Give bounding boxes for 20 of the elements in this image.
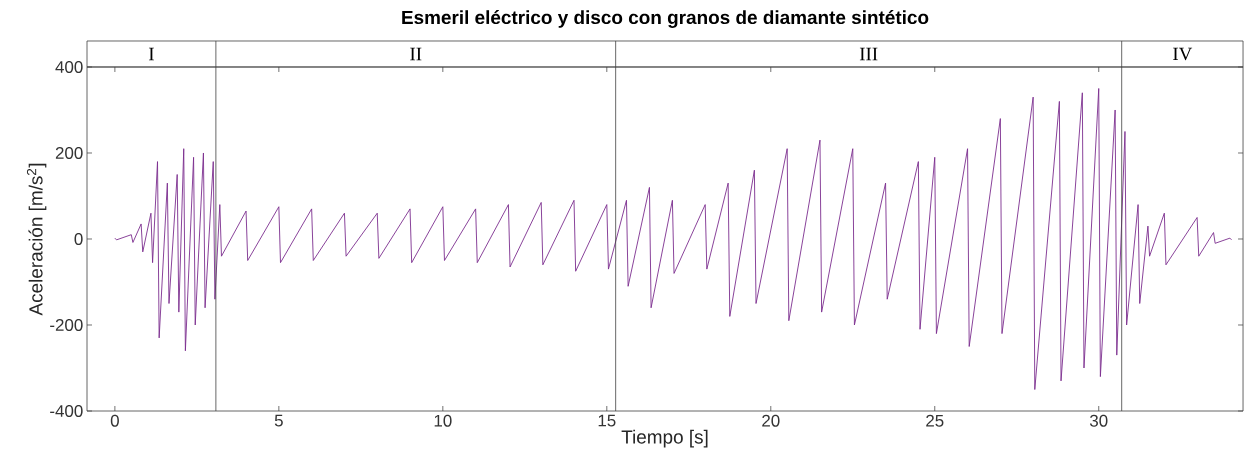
text: III	[859, 47, 878, 61]
x-tick-label: 25	[926, 414, 944, 427]
y-tick-label: -400	[50, 405, 83, 417]
x-tick-label: 20	[762, 414, 780, 427]
x-tick-label: 30	[1089, 414, 1108, 427]
x-tick-label: 5	[274, 414, 283, 427]
text: II	[410, 47, 422, 61]
y-tick-label: 0	[74, 233, 83, 245]
x-tick-label: 0	[110, 414, 119, 427]
y-tick-label: 200	[55, 147, 83, 159]
y-tick-label: 400	[55, 61, 83, 73]
x-tick-label: 10	[434, 414, 452, 427]
chart-title: Esmeril eléctrico y disco con granos de diamante sintético	[402, 10, 929, 28]
x-axis-title: Tiempo [s]	[621, 429, 708, 448]
y-axis-title: Aceleración [m/s$^{2}$]	[26, 163, 47, 316]
x-tick-label: 15	[598, 414, 616, 427]
text: I	[148, 47, 154, 61]
text: IV	[1173, 47, 1193, 61]
line-series	[114, 88, 1232, 390]
y-tick-label: -200	[50, 319, 83, 331]
